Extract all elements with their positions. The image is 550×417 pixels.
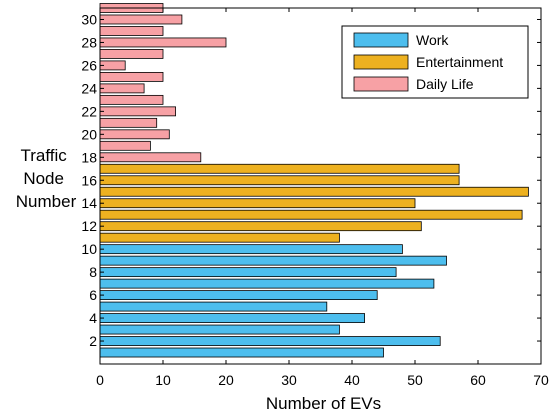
y-tick-label: 18 <box>81 149 97 165</box>
bar-entertainment-node-17 <box>99 163 460 174</box>
y-tick-label: 14 <box>81 195 97 211</box>
y-tick-label: 22 <box>81 103 97 119</box>
bar-daily-life-node-24 <box>99 83 145 94</box>
legend-swatch <box>353 32 409 48</box>
y-axis-title-line-3: Number <box>16 192 77 211</box>
y-tick-label: 24 <box>81 80 97 96</box>
bar-daily-life-node-25 <box>99 72 164 82</box>
bar-entertainment-node-16 <box>99 175 460 186</box>
bar-work-node-3 <box>99 324 340 335</box>
bar-work-node-8 <box>99 267 397 278</box>
y-tick-label: 16 <box>81 172 97 188</box>
bar-daily-life-node-28 <box>99 37 227 48</box>
bar-entertainment-node-13 <box>99 209 523 220</box>
bar-daily-life-node-18 <box>99 152 202 163</box>
bar-daily-life-node-20 <box>99 129 170 140</box>
x-tick-label: 60 <box>470 372 486 388</box>
legend-label: Daily Life <box>416 76 474 92</box>
x-tick-label: 40 <box>344 372 360 388</box>
y-tick-label: 26 <box>81 57 97 73</box>
x-axis-ticks: 0 10 20 30 40 50 60 70 <box>96 8 549 388</box>
bar-daily-life-node-27 <box>99 49 164 59</box>
bar-daily-life-node-29 <box>99 26 164 36</box>
y-tick-label: 2 <box>89 333 97 349</box>
plot-frame <box>99 7 542 365</box>
y-tick-label: 8 <box>89 264 97 280</box>
legend-label: Work <box>416 32 449 48</box>
y-tick-label: 12 <box>81 218 97 234</box>
bar-work-node-7 <box>99 278 435 289</box>
legend-swatch <box>353 76 409 92</box>
bar-work-node-6 <box>99 290 378 300</box>
bars-group <box>99 3 529 358</box>
y-axis-title: Traffic Node Number <box>16 146 77 211</box>
legend-label: Entertainment <box>416 54 503 70</box>
x-tick-label: 0 <box>96 372 104 388</box>
x-tick-label: 10 <box>155 372 171 388</box>
bar-entertainment-node-14 <box>99 198 416 209</box>
bar-work-node-2 <box>99 336 441 346</box>
y-tick-label: 20 <box>81 126 97 142</box>
x-tick-label: 20 <box>218 372 234 388</box>
y-tick-label: 6 <box>89 287 97 303</box>
bar-daily-life-node-19 <box>99 140 151 151</box>
legend-swatch <box>353 54 409 70</box>
bar-work-node-9 <box>99 255 447 266</box>
bar-daily-life-node-23 <box>99 94 164 105</box>
bar-entertainment-node-15 <box>99 186 529 197</box>
bar-work-node-1 <box>99 347 384 358</box>
bar-entertainment-node-12 <box>99 221 422 232</box>
bar-daily-life-node-22 <box>99 106 176 117</box>
x-tick-label: 50 <box>407 372 423 388</box>
y-tick-label: 28 <box>81 34 97 50</box>
bar-work-node-4 <box>99 313 366 323</box>
y-tick-label: 10 <box>81 241 97 257</box>
y-axis-title-line-1: Traffic <box>20 146 67 165</box>
bar-daily-life-node-21 <box>99 117 158 128</box>
y-tick-label: 30 <box>81 11 97 27</box>
legend: Work Entertainment Daily Life <box>341 25 529 99</box>
x-tick-label: 30 <box>281 372 297 388</box>
y-axis-title-line-2: Node <box>23 169 64 188</box>
y-tick-label: 4 <box>89 310 97 326</box>
bar-work-node-5 <box>99 301 328 312</box>
bar-daily-life-node-30 <box>99 14 183 25</box>
bar-work-node-10 <box>99 244 403 255</box>
bar-entertainment-node-11 <box>99 232 340 243</box>
x-axis-title: Number of EVs <box>266 394 381 413</box>
x-tick-label: 70 <box>533 372 549 388</box>
